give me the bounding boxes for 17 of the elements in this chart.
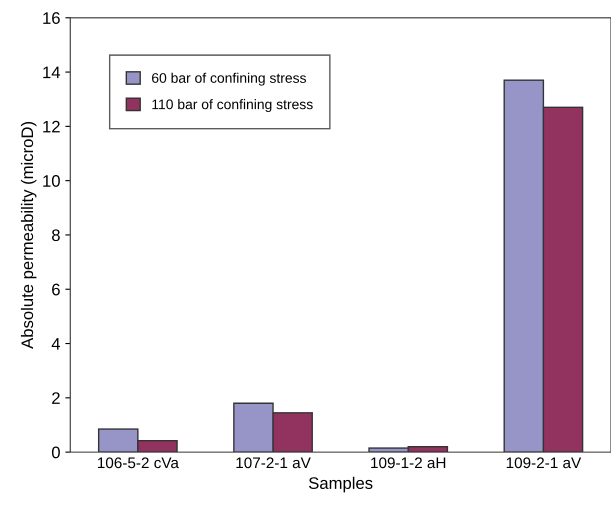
x-axis-title: Samples [308,476,372,492]
y-tick-label: 0 [52,446,60,458]
x-tick-label: 107-2-1 aV [236,457,311,468]
y-tick-label: 2 [52,392,60,404]
y-tick-label: 10 [43,175,60,187]
y-tick-label: 16 [43,12,60,24]
y-tick-label: 6 [52,284,60,296]
y-tick-label: 12 [43,120,60,132]
x-tick-label: 109-1-2 aH [371,457,446,468]
y-axis-title: Absolute permeability (microD) [20,122,36,349]
x-tick-label: 109-2-1 aV [506,457,582,468]
y-tick-label: 8 [52,229,60,242]
y-tick-label: 14 [43,66,60,78]
legend-label: 60 bar of confining stress [152,72,306,86]
legend-label: 110 bar of confining stress [152,99,313,112]
x-tick-label: 106-5-2 cVa [98,457,179,468]
y-tick-label: 4 [52,338,60,350]
